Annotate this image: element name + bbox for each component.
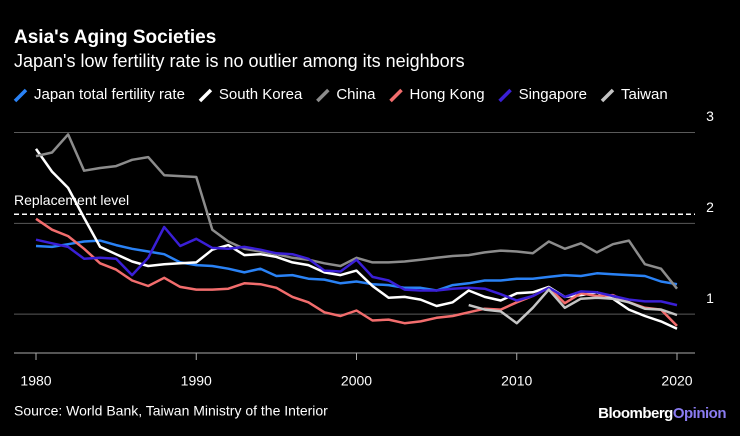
series-line <box>468 288 678 325</box>
legend-label: China <box>336 86 376 103</box>
legend-swatch <box>13 88 28 103</box>
legend-label: Taiwan <box>621 86 668 103</box>
series-line <box>34 148 678 330</box>
x-tick-label: 1990 <box>181 373 212 389</box>
series-line <box>35 225 678 307</box>
legend-swatch <box>389 88 403 103</box>
x-tick-label: 2000 <box>341 373 372 389</box>
series-line <box>35 217 678 327</box>
legend-swatch <box>316 88 330 103</box>
series-line <box>35 239 678 292</box>
legend-swatch <box>600 88 615 103</box>
legend-label: South Korea <box>219 86 303 103</box>
chart-subtitle: Japan's low fertility rate is no outlier… <box>14 51 465 71</box>
y-tick-label: 3 <box>706 108 714 124</box>
x-tick-label: 2020 <box>661 373 692 389</box>
reference-label: Replacement level <box>14 192 129 208</box>
legend-swatch <box>498 88 512 103</box>
legend-swatch <box>198 88 213 103</box>
chart-title: Asia's Aging Societies <box>14 27 216 48</box>
legend-label: Hong Kong <box>410 86 485 103</box>
branding-main: Bloomberg <box>598 405 673 422</box>
branding-sub: Opinion <box>673 405 726 422</box>
source: Source: World Bank, Taiwan Ministry of t… <box>14 403 328 419</box>
x-tick-label: 2010 <box>501 373 532 389</box>
x-tick-label: 1980 <box>20 373 51 389</box>
legend-label: Singapore <box>519 86 587 103</box>
y-tick-label: 2 <box>706 199 714 215</box>
branding: BloombergOpinion <box>598 405 726 422</box>
series-line <box>35 133 678 290</box>
legend-label: Japan total fertility rate <box>34 86 185 103</box>
y-tick-label: 1 <box>706 290 714 306</box>
